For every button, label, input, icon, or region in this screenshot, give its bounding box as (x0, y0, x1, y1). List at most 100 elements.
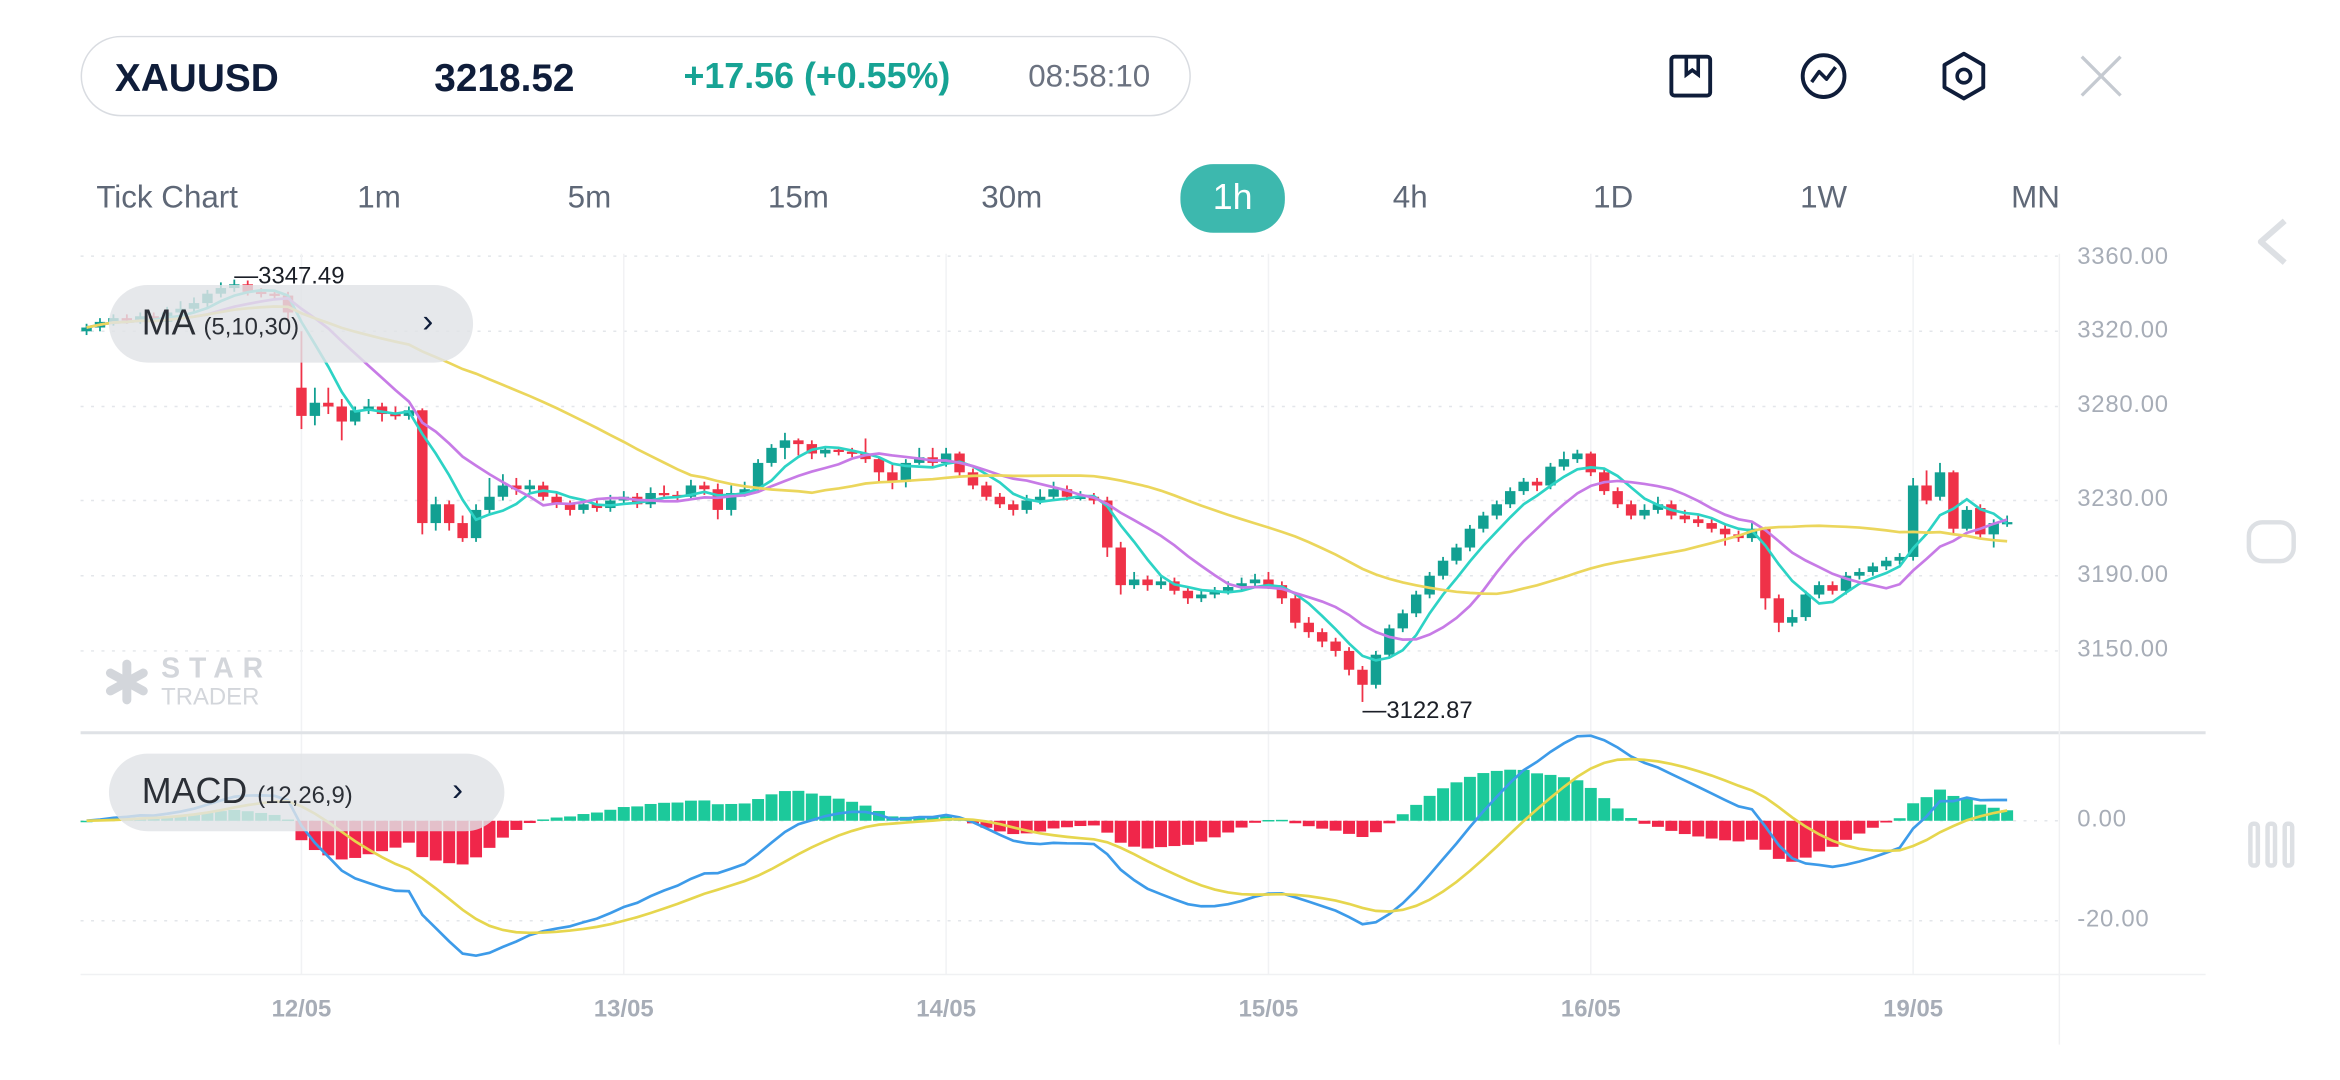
candle-body (1639, 509, 1650, 516)
candle-body (1182, 590, 1194, 599)
candle-body (873, 459, 885, 473)
candle-body (1424, 575, 1435, 595)
candle-body (1330, 641, 1341, 651)
macd-histogram-bar (1195, 820, 1208, 842)
macd-indicator-button[interactable]: MACD (12,26,9) › (108, 753, 505, 832)
tab-15m[interactable]: 15m (767, 180, 829, 215)
tab-1d[interactable]: 1D (1593, 180, 1634, 215)
candle-body (1075, 496, 1086, 499)
candle-body (1222, 587, 1234, 591)
candle-body (1558, 459, 1570, 467)
symbol-summary[interactable]: XAUUSD 3218.52 +17.56 (+0.55%) 08:58:10 (80, 35, 1191, 117)
candle-body (1021, 500, 1032, 510)
macd-histogram-bar (1262, 819, 1275, 822)
macd-histogram-bar (483, 820, 496, 848)
ma-indicator-button[interactable]: MA (5,10,30) › (108, 285, 474, 363)
candle-body (323, 402, 334, 407)
candle-body (1975, 508, 1986, 535)
chart-trend-icon[interactable] (1798, 51, 1849, 102)
candle-body (1813, 585, 1825, 595)
tab-1h[interactable]: 1h (1180, 164, 1285, 233)
macd-histogram-bar (644, 803, 657, 821)
candle-body (914, 457, 925, 463)
macd-histogram-bar (1584, 787, 1597, 821)
candle-body (1921, 485, 1932, 501)
macd-histogram-bar (1249, 820, 1261, 823)
candle-body (336, 406, 347, 422)
candle-body (739, 489, 750, 493)
macd-histogram-bar (389, 820, 402, 848)
macd-histogram-bar (1880, 820, 1893, 823)
candle-body (887, 472, 898, 482)
macd-histogram-bar (778, 791, 791, 821)
candle-body (1034, 496, 1046, 501)
macd-histogram-bar (1557, 777, 1570, 821)
candle-body (1854, 571, 1865, 576)
candle-body (1652, 504, 1664, 510)
macd-histogram-bar (1571, 780, 1584, 821)
macd-histogram-bar (993, 820, 1006, 832)
macd-histogram-bar (698, 800, 711, 821)
price-tick-label: 3150.00 (2077, 637, 2169, 663)
candle-body (1061, 489, 1073, 497)
candle-body (1410, 594, 1422, 614)
macd-histogram-bar (684, 800, 697, 821)
recents-icon[interactable] (2246, 815, 2297, 875)
bookmark-icon[interactable] (1665, 51, 1716, 102)
macd-histogram-bar (1853, 820, 1866, 834)
candle-body (309, 402, 321, 416)
candle-body (1585, 453, 1597, 473)
macd-histogram-bar (1934, 789, 1946, 821)
candle-body (524, 485, 535, 490)
macd-dif-line (86, 734, 2008, 958)
candle-body (981, 485, 992, 497)
tab-4h[interactable]: 4h (1392, 180, 1428, 215)
tab-1w[interactable]: 1W (1800, 180, 1848, 215)
high-price-marker: —3347.49 (234, 264, 345, 291)
tab-1m[interactable]: 1m (357, 180, 401, 215)
candle-body (1612, 491, 1623, 505)
macd-histogram-bar (1235, 820, 1248, 828)
candle-body (846, 451, 858, 454)
macd-histogram-bar (376, 820, 388, 852)
price-tick-label: 3230.00 (2077, 487, 2169, 513)
candle-body (658, 492, 670, 496)
candle-body (1693, 519, 1704, 524)
settings-hexagon-icon[interactable] (1938, 51, 1989, 102)
macd-name: MACD (141, 771, 248, 812)
candle-body (1008, 504, 1019, 510)
macd-histogram-bar (335, 820, 348, 860)
current-price: 3218.52 (434, 55, 575, 100)
close-icon[interactable] (2076, 51, 2127, 102)
candle-body (1384, 628, 1395, 655)
tab-30m[interactable]: 30m (981, 180, 1043, 215)
home-icon[interactable] (2246, 512, 2297, 572)
tab-5m[interactable]: 5m (567, 180, 612, 215)
macd-histogram-bar (1369, 820, 1382, 833)
tab-tick-chart[interactable]: Tick Chart (96, 180, 238, 215)
chevron-right-icon: › (452, 770, 464, 808)
candle-body (1719, 528, 1731, 535)
date-tick-label: 13/05 (593, 996, 654, 1023)
candle-body (1518, 481, 1529, 492)
tab-mn[interactable]: MN (2011, 180, 2060, 215)
macd-histogram-bar (590, 812, 603, 821)
macd-histogram-bar (1960, 797, 1973, 821)
macd-histogram-bar (1396, 814, 1409, 821)
back-icon[interactable] (2246, 212, 2297, 272)
candle-body (551, 496, 562, 505)
candle-body (1290, 598, 1301, 623)
macd-histogram-bar (1651, 820, 1664, 827)
low-price-marker: —3122.87 (1362, 698, 1473, 725)
candle-body (376, 406, 388, 415)
macd-histogram-bar (80, 820, 93, 823)
high-price-value: 3347.49 (258, 264, 345, 291)
candle-body (1988, 523, 1999, 535)
candle-body (1169, 581, 1180, 591)
macd-histogram-bar (671, 802, 684, 821)
macd-histogram-bar (456, 820, 469, 865)
candle-body (712, 489, 724, 510)
candle-body (833, 449, 844, 452)
macd-histogram-bar (805, 793, 818, 821)
